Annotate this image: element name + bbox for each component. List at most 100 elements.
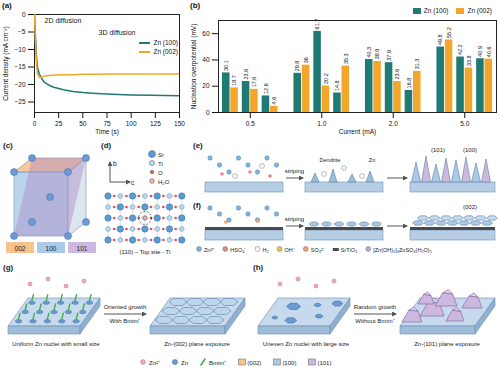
svg-text:Oriented growth: Oriented growth: [104, 304, 147, 310]
svg-text:SrTiO₃: SrTiO₃: [341, 247, 357, 253]
svg-text:30.1: 30.1: [223, 60, 229, 71]
svg-text:(101): (101): [431, 147, 445, 153]
svg-text:18.7: 18.7: [231, 75, 237, 86]
svg-text:40.3: 40.3: [366, 47, 372, 58]
svg-text:Bmim⁺: Bmim⁺: [209, 360, 226, 366]
svg-text:H₂: H₂: [262, 247, 268, 253]
svg-text:(101): (101): [317, 360, 331, 366]
svg-text:20.2: 20.2: [323, 73, 329, 84]
svg-text:36: 36: [303, 57, 309, 63]
svg-text:H₂O: H₂O: [158, 179, 170, 185]
svg-text:(e): (e): [193, 141, 203, 150]
svg-text:(002): (002): [463, 204, 477, 210]
svg-text:5.0: 5.0: [460, 120, 469, 127]
svg-text:33.8: 33.8: [466, 55, 472, 66]
svg-text:61.7: 61.7: [314, 19, 320, 30]
svg-text:Current density (mA cm⁻²): Current density (mA cm⁻²): [2, 26, 10, 100]
svg-text:35.3: 35.3: [343, 53, 349, 64]
html-text:Zn (002): Zn (002): [153, 48, 178, 55]
svg-text:(f): (f): [193, 201, 201, 210]
svg-text:(c): (c): [3, 141, 13, 150]
svg-text:striping: striping: [285, 216, 304, 222]
svg-text:HSO₄⁻: HSO₄⁻: [230, 247, 246, 253]
svg-text:75: 75: [103, 120, 111, 127]
svg-text:150: 150: [174, 120, 185, 127]
svg-text:0.5: 0.5: [246, 120, 255, 127]
svg-text:Nucleation overpotential (mV): Nucleation overpotential (mV): [190, 24, 198, 110]
svg-text:Ti: Ti: [158, 161, 163, 167]
html-text:(b): (b): [190, 1, 201, 10]
svg-text:50: 50: [79, 120, 87, 127]
svg-text:42.2: 42.2: [457, 44, 463, 55]
svg-text:Zn²⁺: Zn²⁺: [204, 247, 214, 253]
svg-text:striping: striping: [285, 168, 304, 174]
svg-text:Without Bmim⁺: Without Bmim⁺: [355, 318, 394, 324]
svg-text:101: 101: [77, 245, 88, 252]
svg-text:(002): (002): [247, 360, 261, 366]
svg-text:60: 60: [202, 30, 210, 37]
svg-text:Time (s): Time (s): [95, 128, 119, 136]
svg-text:(g): (g): [3, 263, 14, 272]
svg-text:100: 100: [46, 245, 57, 252]
svg-text:12.6: 12.6: [263, 83, 269, 94]
svg-text:With Bmim⁺: With Bmim⁺: [110, 318, 141, 324]
svg-text:b: b: [113, 160, 117, 167]
svg-text:125: 125: [150, 120, 161, 127]
svg-text:0: 0: [22, 11, 26, 18]
svg-text:49.8: 49.8: [437, 34, 443, 45]
svg-text:Zn²⁺: Zn²⁺: [149, 360, 160, 366]
svg-text:0: 0: [33, 120, 37, 127]
svg-text:(100): (100): [463, 147, 477, 153]
svg-text:[Zn(OH)₂]₃ZnSO₄(H₂O)₅: [Zn(OH)₂]₃ZnSO₄(H₂O)₅: [373, 247, 432, 253]
svg-text:−20: −20: [14, 81, 25, 88]
html-text:(a): (a): [2, 1, 12, 10]
svg-text:(h): (h): [253, 263, 264, 272]
svg-text:40: 40: [202, 56, 210, 63]
html-text:Zn (100): Zn (100): [153, 39, 178, 46]
svg-text:100: 100: [126, 120, 137, 127]
svg-text:40.6: 40.6: [486, 46, 492, 57]
svg-text:31.3: 31.3: [414, 59, 420, 70]
svg-text:Zn: Zn: [181, 360, 188, 366]
svg-text:−25: −25: [14, 98, 25, 105]
svg-text:(100): (100): [282, 360, 296, 366]
svg-text:Random growth: Random growth: [354, 304, 396, 310]
svg-text:4.6: 4.6: [271, 97, 277, 105]
svg-text:002: 002: [15, 245, 26, 252]
svg-text:20: 20: [202, 82, 210, 89]
svg-text:Dendrite: Dendrite: [320, 157, 341, 163]
svg-text:1.0: 1.0: [317, 120, 326, 127]
svg-text:55.2: 55.2: [446, 27, 452, 38]
svg-text:23.6: 23.6: [243, 69, 249, 80]
svg-text:37.9: 37.9: [386, 50, 392, 61]
svg-text:(110) – Top site - Ti: (110) – Top site - Ti: [120, 249, 171, 255]
svg-text:Sr: Sr: [158, 152, 164, 158]
svg-text:O: O: [158, 170, 163, 176]
svg-text:−5: −5: [18, 28, 26, 35]
svg-text:c: c: [131, 179, 135, 186]
svg-text:17.6: 17.6: [251, 77, 257, 88]
svg-text:Zn-(101) plane exposure: Zn-(101) plane exposure: [414, 341, 480, 347]
svg-text:OH⁻: OH⁻: [285, 247, 295, 253]
svg-text:(d): (d): [101, 141, 112, 150]
svg-text:Current (mA): Current (mA): [339, 128, 377, 136]
svg-text:Uneven Zn nuclei with large si: Uneven Zn nuclei with large size: [263, 341, 350, 347]
html-text:Zn (100): Zn (100): [423, 7, 449, 14]
svg-text:14.8: 14.8: [334, 80, 340, 91]
svg-text:25: 25: [55, 120, 63, 127]
svg-text:40.9: 40.9: [477, 46, 483, 57]
svg-text:3D diffusion: 3D diffusion: [99, 29, 136, 36]
svg-text:Zn: Zn: [369, 157, 375, 163]
svg-text:−15: −15: [14, 63, 25, 70]
svg-text:23.6: 23.6: [394, 69, 400, 80]
svg-text:2D diffusion: 2D diffusion: [45, 17, 82, 24]
svg-text:SO₄²⁻: SO₄²⁻: [311, 247, 325, 253]
svg-text:2.0: 2.0: [389, 120, 398, 127]
svg-text:29.8: 29.8: [294, 61, 300, 72]
svg-text:−10: −10: [14, 46, 25, 53]
svg-text:38.9: 38.9: [374, 49, 380, 60]
svg-text:0: 0: [206, 109, 210, 116]
svg-text:16.8: 16.8: [406, 78, 412, 89]
svg-text:Zn-(002) plane exposure: Zn-(002) plane exposure: [164, 341, 230, 347]
svg-text:Uniform Zn nuclei with small s: Uniform Zn nuclei with small size: [12, 341, 100, 347]
